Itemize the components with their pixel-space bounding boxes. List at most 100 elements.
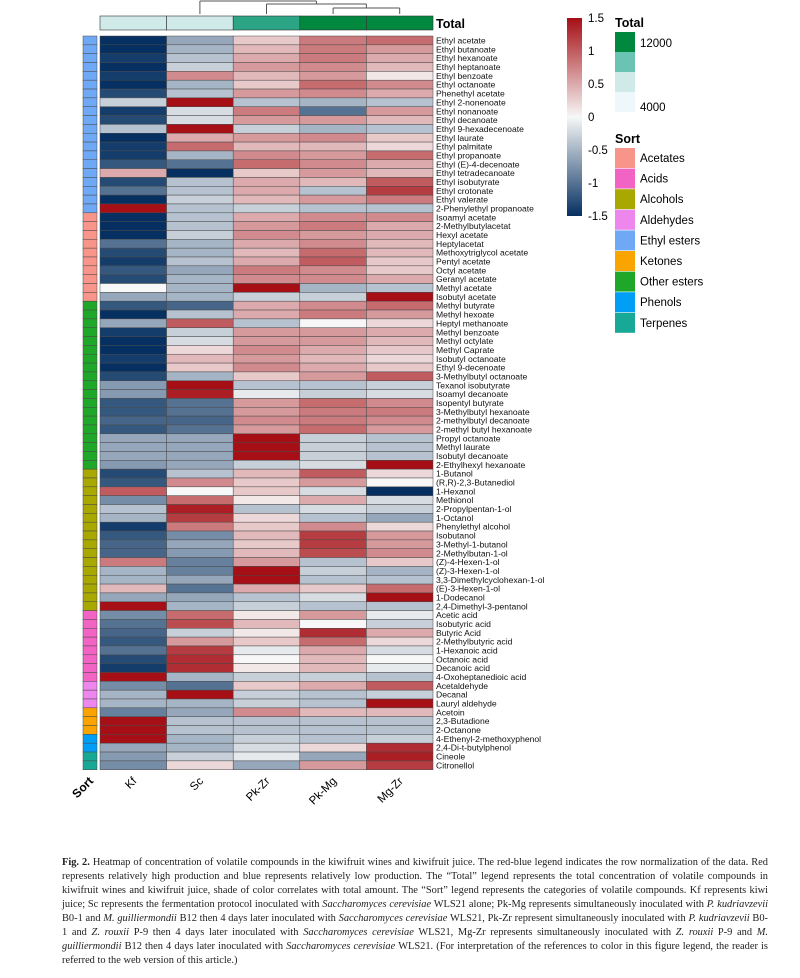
total-annotation-label: Total	[436, 17, 465, 31]
sort-cell	[82, 124, 98, 134]
heatmap-cell	[299, 619, 367, 629]
sort-cell	[82, 274, 98, 284]
heatmap-cell	[299, 601, 367, 611]
sort-cell	[82, 71, 98, 81]
sort-cell	[82, 716, 98, 726]
caption-segment: WLS21. (For interpretation of the refere…	[62, 941, 768, 966]
sort-legend-swatch	[615, 312, 635, 333]
heatmap-cell	[299, 256, 367, 267]
sort-legend-swatch	[615, 209, 635, 230]
heatmap-cell	[99, 362, 167, 373]
heatmap-cell	[99, 442, 167, 452]
sort-cell	[82, 362, 98, 373]
heatmap-cell	[366, 230, 434, 240]
heatmap-cell	[366, 407, 434, 417]
heatmap-cell	[99, 601, 167, 611]
heatmap-cell	[99, 645, 167, 656]
heatmap-cell	[166, 265, 234, 275]
heatmap-cell	[366, 62, 434, 72]
heatmap-cell	[299, 203, 367, 214]
heatmap-cell	[166, 610, 234, 620]
sort-cell	[82, 230, 98, 240]
heatmap-cell	[99, 106, 167, 116]
heatmap-cell	[299, 345, 367, 355]
total-cell	[299, 15, 367, 31]
heatmap-cell	[99, 742, 167, 753]
heatmap-cell	[166, 663, 234, 673]
heatmap-cell	[232, 35, 301, 46]
heatmap-cell	[299, 265, 367, 275]
row-label: 4-Oxoheptanedioic acid	[436, 672, 527, 682]
row-label: Methyl acetate	[436, 283, 492, 293]
heatmap-cell	[99, 159, 167, 169]
heatmap-cells	[99, 35, 434, 770]
heatmap-cell	[232, 230, 301, 240]
row-label: Texanol isobutyrate	[436, 380, 510, 390]
sort-cell	[82, 424, 98, 435]
heatmap-cell	[99, 557, 167, 567]
heatmap-cell	[99, 628, 167, 638]
total-cell	[232, 15, 301, 31]
heatmap-cell	[232, 124, 301, 134]
heatmap-cell	[232, 698, 301, 709]
heatmap-cell	[366, 79, 434, 90]
heatmap-cell	[232, 141, 301, 152]
heatmap-cell	[232, 79, 301, 90]
heatmap-cell	[232, 265, 301, 275]
heatmap-cell	[366, 265, 434, 275]
heatmap-cell	[166, 442, 234, 452]
heatmap-cell	[366, 521, 434, 532]
caption-segment: WLS21, Pk-Zr represent simultaneously in…	[447, 913, 689, 924]
heatmap-cell	[366, 221, 434, 231]
heatmap-cell	[299, 725, 367, 735]
heatmap-cell	[299, 663, 367, 673]
heatmap-cell	[166, 619, 234, 629]
heatmap-cell	[232, 336, 301, 346]
heatmap-cell	[366, 44, 434, 54]
sort-legend-label: Ethyl esters	[640, 235, 700, 247]
heatmap-cell	[299, 230, 367, 240]
sort-legend-swatch	[615, 292, 635, 313]
heatmap-cell	[232, 583, 301, 594]
caption-segment: WLS21, Mg-Zr represents simultaneously i…	[413, 927, 676, 938]
heatmap-cell	[232, 380, 301, 390]
heatmap-cell	[366, 336, 434, 346]
heatmap-cell	[299, 407, 367, 417]
heatmap-cell	[166, 468, 234, 479]
heatmap-cell	[299, 654, 367, 664]
row-label: Ethyl valerate	[436, 195, 488, 205]
sort-legend-swatch	[615, 230, 635, 251]
heatmap-cell	[299, 610, 367, 620]
heatmap-cell	[232, 645, 301, 656]
heatmap-cell	[99, 460, 167, 470]
heatmap-cell	[99, 495, 167, 505]
heatmap-cell	[232, 495, 301, 505]
heatmap-cell	[166, 707, 234, 717]
column-labels: Kf Sc Pk-Zr Pk-Mg Mg-Zr Sort	[69, 774, 406, 807]
heatmap-cell	[99, 689, 167, 700]
heatmap-cell	[166, 106, 234, 116]
heatmap-cell	[166, 389, 234, 399]
row-label: 3-Methylbutyl hexanoate	[436, 407, 530, 417]
row-label: Propyl octanoate	[436, 433, 501, 443]
heatmap-cell	[99, 468, 167, 479]
heatmap-cell	[299, 742, 367, 753]
heatmap-cell	[166, 292, 234, 302]
heatmap-cell	[166, 177, 234, 187]
heatmap-cell	[299, 415, 367, 426]
heatmap-cell	[232, 256, 301, 267]
row-label: Lauryl aldehyde	[436, 699, 497, 709]
heatmap-cell	[299, 530, 367, 541]
value-scale-tick-label: 0.5	[588, 79, 604, 91]
heatmap-cell	[366, 734, 434, 744]
heatmap-cell	[166, 654, 234, 664]
heatmap-cell	[366, 239, 434, 249]
heatmap-cell	[366, 460, 434, 470]
row-label: 1-Octanol	[436, 513, 473, 523]
heatmap-cell	[99, 513, 167, 523]
sort-cell	[82, 115, 98, 125]
heatmap-cell	[299, 681, 367, 691]
heatmap-cell	[232, 433, 301, 443]
heatmap-cell	[366, 477, 434, 488]
heatmap-cell	[99, 168, 167, 178]
